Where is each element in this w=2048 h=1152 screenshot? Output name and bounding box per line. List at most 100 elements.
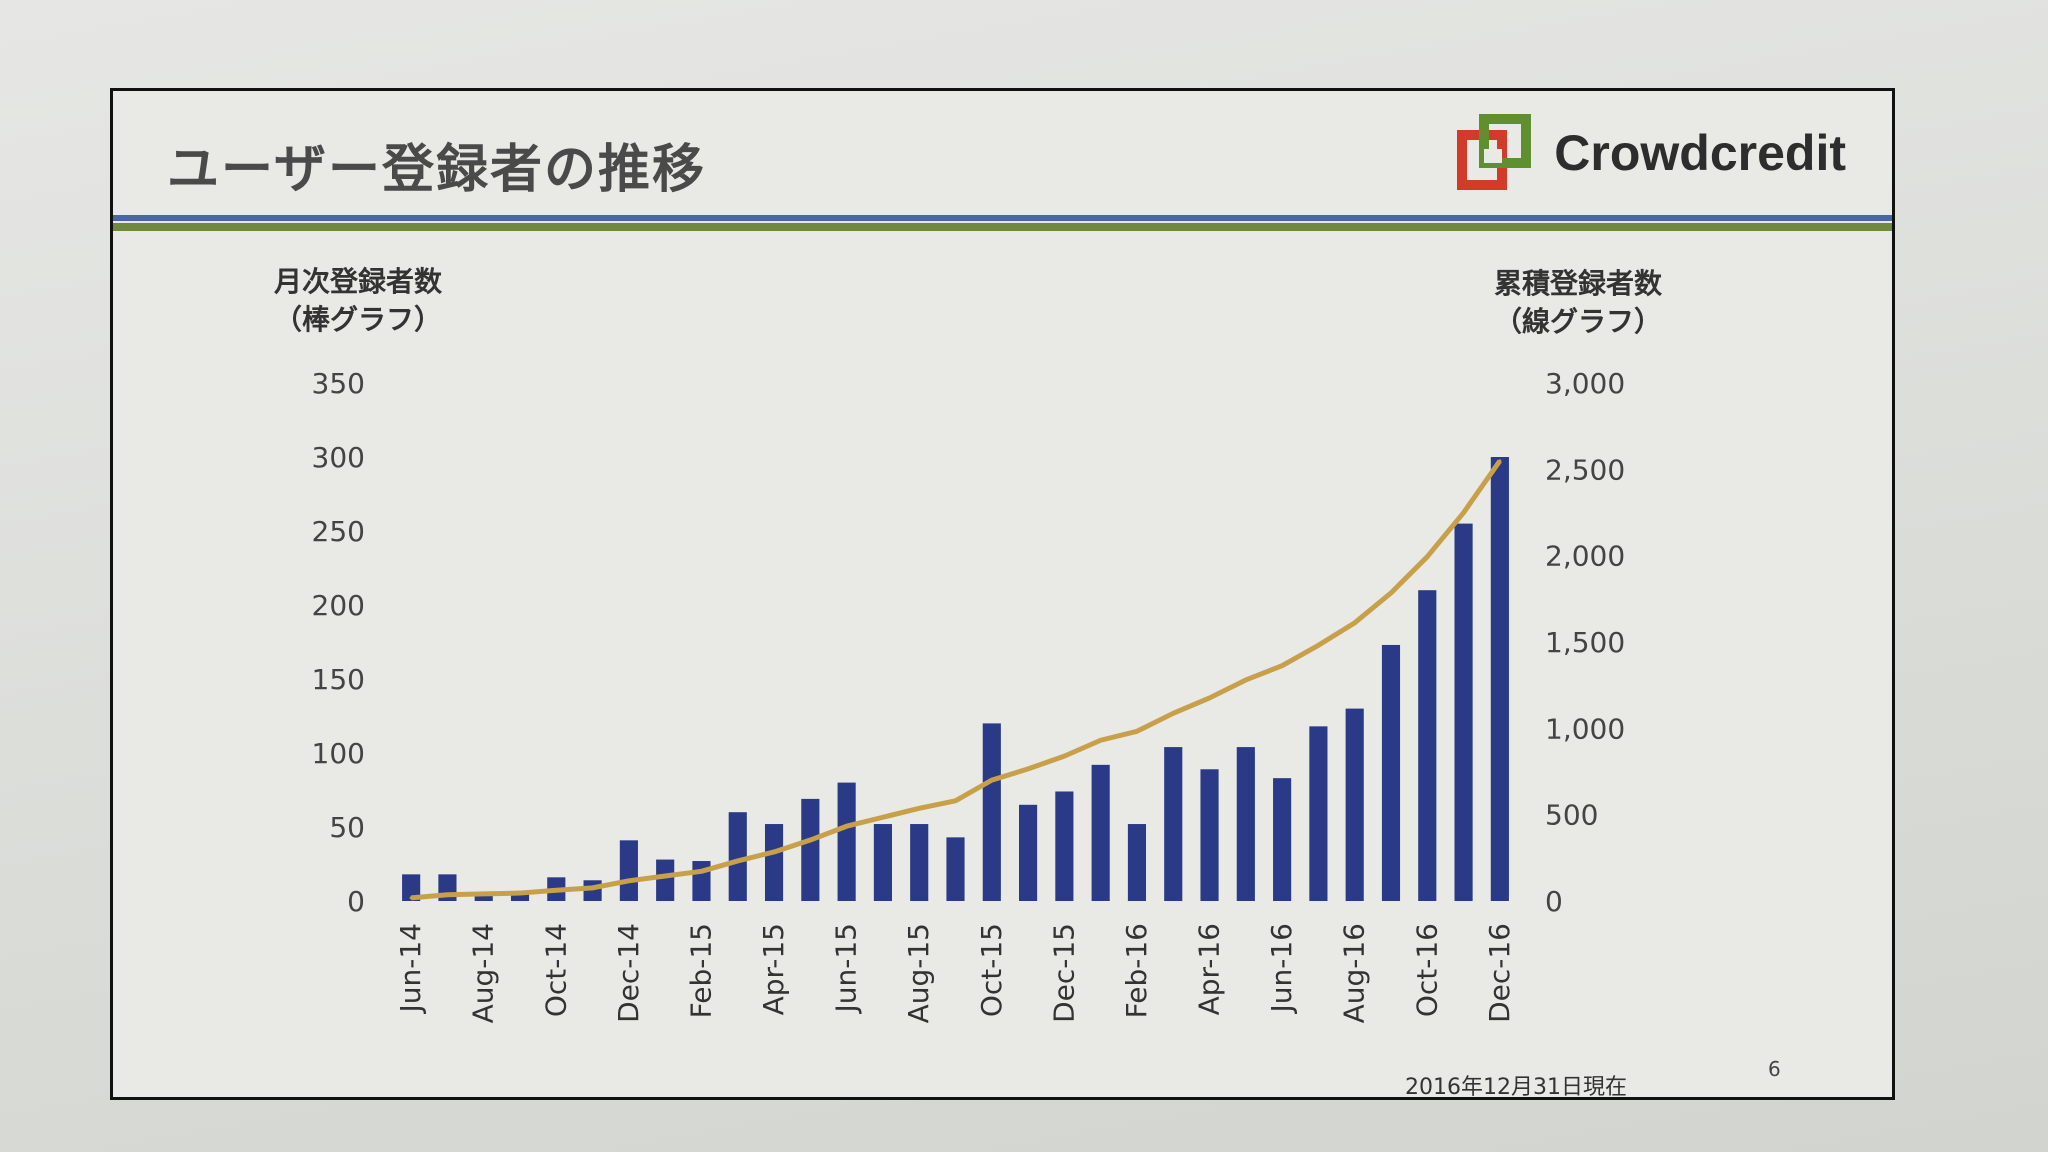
cumulative-point-Jul-14 — [445, 893, 449, 897]
bar-Apr-15 — [764, 824, 784, 901]
x-tick-label-Apr-15: Apr-15 — [757, 923, 790, 1015]
left-axis-tick-label: 0 — [347, 885, 365, 918]
x-tick-label-Aug-14: Aug-14 — [467, 923, 500, 1023]
cumulative-point-Dec-14 — [627, 879, 631, 883]
cumulative-point-Feb-16 — [1135, 729, 1139, 733]
bar-Sep-14 — [510, 893, 530, 901]
right-axis-tick-label: 500 — [1545, 799, 1598, 832]
bar-May-15 — [801, 798, 820, 901]
title-rule-green — [113, 223, 1892, 231]
bar-Dec-15 — [1055, 791, 1074, 901]
cumulative-point-Aug-14 — [482, 892, 486, 896]
right-axis-tick-label: 1,000 — [1545, 712, 1625, 745]
bar-Jan-15 — [656, 859, 675, 901]
bar-Aug-16 — [1345, 708, 1364, 901]
cumulative-point-Sep-14 — [518, 891, 522, 895]
left-axis-tick-label: 100 — [312, 737, 365, 770]
slide-title: ユーザー登録者の推移 — [167, 140, 706, 200]
cumulative-point-May-16 — [1244, 678, 1248, 682]
cumulative-point-Dec-15 — [1062, 754, 1066, 758]
bar-Apr-16 — [1200, 769, 1219, 901]
right-axis-title-line2: （線グラフ） — [1493, 305, 1662, 338]
bar-Feb-16 — [1127, 824, 1147, 901]
cumulative-point-Jan-15 — [663, 874, 667, 878]
bar-Jan-16 — [1091, 764, 1110, 901]
x-tick-label-Dec-16: Dec-16 — [1483, 923, 1516, 1023]
cumulative-point-Dec-16 — [1498, 459, 1502, 463]
x-tick-label-Aug-16: Aug-16 — [1338, 923, 1371, 1023]
cumulative-point-Mar-15 — [736, 859, 740, 863]
as-of-date: 2016年12月31日現在 — [1405, 1075, 1627, 1100]
right-axis-tick-label: 2,500 — [1545, 453, 1625, 486]
bar-Jun-14 — [402, 874, 421, 901]
right-axis-tick-label: 2,000 — [1545, 540, 1625, 573]
x-tick-label-Feb-16: Feb-16 — [1120, 923, 1153, 1018]
cumulative-point-Nov-16 — [1462, 511, 1466, 515]
cumulative-point-Jul-15 — [881, 815, 885, 819]
bar-Nov-16 — [1454, 523, 1473, 901]
registrations-chart: 0 50 100 150 200 250 300 350 0 500 1,000 1,500 2,000… — [312, 367, 1626, 1023]
x-tick-label-Aug-15: Aug-15 — [902, 923, 935, 1023]
bar-Sep-15 — [946, 837, 965, 901]
x-tick-label-Oct-16: Oct-16 — [1410, 923, 1443, 1017]
cumulative-point-Jun-15 — [845, 824, 849, 828]
right-axis-title: 累積登録者数 （線グラフ） — [1458, 265, 1698, 341]
bar-Jun-15 — [837, 782, 856, 901]
bar-Oct-16 — [1418, 590, 1437, 901]
bar-Jul-15 — [873, 824, 892, 901]
cumulative-point-Feb-15 — [699, 869, 703, 873]
bar-Nov-15 — [1019, 804, 1038, 901]
cumulative-point-Aug-16 — [1353, 621, 1357, 625]
bar-Mar-15 — [728, 812, 747, 901]
bar-Aug-14 — [474, 893, 493, 901]
cumulative-point-Oct-14 — [554, 888, 558, 892]
cumulative-line — [410, 459, 1502, 901]
bar-Jun-16 — [1273, 778, 1292, 901]
bar-Jul-16 — [1309, 726, 1328, 901]
cumulative-point-Oct-16 — [1425, 555, 1429, 559]
left-axis-tick-label: 200 — [312, 589, 365, 622]
cumulative-point-Jul-16 — [1316, 643, 1320, 647]
x-tick-label-Jun-15: Jun-15 — [830, 923, 863, 1014]
logo-wordmark: Crowdcredit — [1554, 125, 1846, 181]
cumulative-point-Jun-14 — [409, 896, 413, 900]
bar-Aug-15 — [910, 824, 929, 901]
cumulative-point-Apr-16 — [1208, 696, 1212, 700]
left-axis-tick-label: 300 — [312, 441, 365, 474]
right-axis-tick-label: 3,000 — [1545, 367, 1625, 400]
cumulative-point-Nov-15 — [1026, 767, 1030, 771]
cumulative-point-Mar-16 — [1171, 711, 1175, 715]
left-axis-tick-label: 350 — [312, 367, 365, 400]
x-tick-label-Dec-14: Dec-14 — [612, 923, 645, 1023]
x-tick-label-Feb-15: Feb-15 — [684, 923, 717, 1018]
bar-Dec-16 — [1490, 457, 1509, 901]
right-axis-title-line1: 累積登録者数 — [1493, 267, 1662, 300]
bar-May-16 — [1236, 747, 1255, 901]
cumulative-point-Aug-15 — [917, 806, 921, 810]
slide: ユーザー登録者の推移 Crowdcredit 月次登録者数 （棒グラフ） 累積登… — [110, 88, 1895, 1100]
cumulative-point-Oct-15 — [990, 778, 994, 782]
page-number: 6 — [1768, 1057, 1781, 1081]
left-axis-title: 月次登録者数 （棒グラフ） — [243, 263, 473, 339]
left-axis-title-line2: （棒グラフ） — [273, 303, 442, 336]
right-axis-tick-label: 0 — [1545, 885, 1563, 918]
company-logo: Crowdcredit — [1454, 113, 1846, 193]
crowdcredit-logo-icon — [1457, 114, 1532, 190]
cumulative-point-Sep-16 — [1389, 591, 1393, 595]
x-tick-label-Oct-15: Oct-15 — [975, 923, 1008, 1017]
cumulative-point-Sep-15 — [954, 799, 957, 803]
x-tick-label-Apr-16: Apr-16 — [1193, 923, 1226, 1015]
cumulative-point-May-15 — [808, 838, 812, 842]
cumulative-point-Apr-15 — [772, 850, 776, 854]
bar-Dec-14 — [619, 840, 638, 901]
left-axis-title-line1: 月次登録者数 — [273, 265, 442, 298]
left-axis-tick-label: 250 — [312, 515, 365, 548]
title-rule-blue — [113, 215, 1892, 221]
cumulative-point-Jun-16 — [1280, 664, 1284, 668]
bar-Mar-16 — [1164, 747, 1183, 901]
x-tick-label-Dec-15: Dec-15 — [1047, 923, 1080, 1023]
bar-Sep-16 — [1381, 644, 1401, 901]
x-tick-label-Jun-16: Jun-16 — [1265, 923, 1298, 1014]
right-axis-tick-label: 1,500 — [1545, 626, 1625, 659]
x-tick-label-Jun-14: Jun-14 — [394, 923, 427, 1014]
